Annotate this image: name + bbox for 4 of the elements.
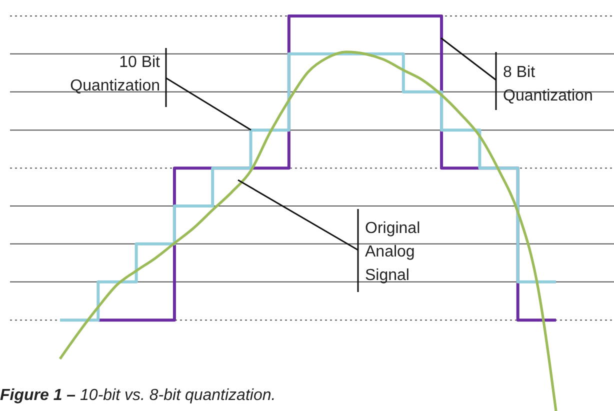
annotation: 8 Bit Quantization xyxy=(503,64,593,104)
annotation: 10 Bit Quantization xyxy=(70,54,161,94)
annotation: Original Analog Signal xyxy=(365,220,420,284)
annotation: Figure 1 – 10-bit vs. 8-bit quantization. xyxy=(0,387,276,404)
